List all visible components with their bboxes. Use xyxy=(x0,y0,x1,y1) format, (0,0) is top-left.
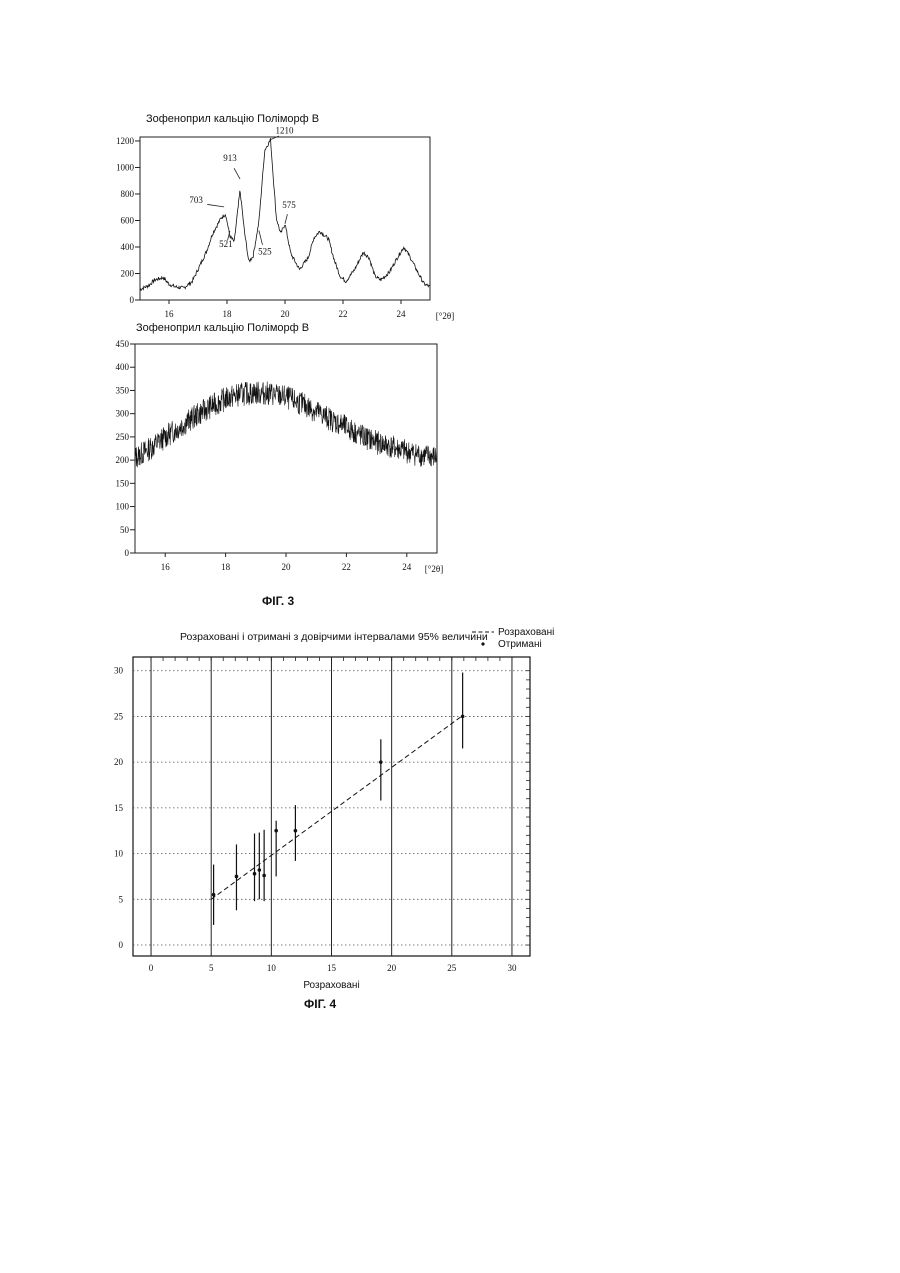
y-tick-label: 300 xyxy=(116,409,130,419)
y-tick-label: 100 xyxy=(116,502,130,512)
diffraction-trace xyxy=(140,138,430,290)
x-tick-label: 10 xyxy=(267,963,277,973)
y-tick-label: 150 xyxy=(116,478,130,488)
x-tick-label: 20 xyxy=(387,963,397,973)
x-tick-label: 16 xyxy=(165,309,175,319)
x-tick-label: 5 xyxy=(209,963,214,973)
xrd-chart-upper: 0 200 400 600 800 1000 1200 16 18 20 22 24 [°2θ] 913 1… xyxy=(100,125,460,330)
x-axis-label: [°2θ] xyxy=(436,311,454,321)
x-tick-label: 0 xyxy=(149,963,154,973)
x-tick-label: 20 xyxy=(281,309,291,319)
y-tick-label: 800 xyxy=(121,189,135,199)
y-tick-label: 400 xyxy=(121,242,135,252)
y-tick-label: 350 xyxy=(116,385,130,395)
x-axis-label: [°2θ] xyxy=(425,564,443,574)
y-tick-label: 0 xyxy=(119,940,124,950)
y-tick-label: 30 xyxy=(114,666,124,676)
x-tick-label: 18 xyxy=(223,309,233,319)
peak-leader xyxy=(207,204,224,206)
peak-label: 575 xyxy=(282,200,296,210)
y-tick-label: 0 xyxy=(125,548,130,558)
x-axis-label: Розраховані xyxy=(303,980,359,991)
y-tick-label: 200 xyxy=(121,268,135,278)
observed-point xyxy=(294,829,298,833)
observed-point xyxy=(274,829,278,833)
x-tick-label: 24 xyxy=(397,309,407,319)
observed-point xyxy=(212,893,216,897)
calculated-line xyxy=(211,716,461,899)
y-tick-label: 10 xyxy=(114,849,124,859)
legend-observed-label: Отримані xyxy=(498,639,542,650)
peak-label: 1210 xyxy=(276,126,295,136)
y-tick-label: 400 xyxy=(116,362,130,372)
x-tick-label: 15 xyxy=(327,963,337,973)
x-tick-label: 24 xyxy=(402,562,412,572)
observed-point xyxy=(379,760,383,764)
y-tick-label: 1200 xyxy=(116,136,135,146)
x-tick-label: 22 xyxy=(339,309,348,319)
y-tick-label: 450 xyxy=(116,339,130,349)
y-tick-label: 1000 xyxy=(116,162,135,172)
peak-leader xyxy=(259,230,263,244)
y-tick-label: 600 xyxy=(121,215,135,225)
legend-observed-swatch xyxy=(481,642,484,645)
x-tick-label: 20 xyxy=(282,562,292,572)
y-tick-label: 250 xyxy=(116,432,130,442)
peak-label: 525 xyxy=(258,246,272,256)
y-tick-label: 5 xyxy=(119,894,124,904)
chart1-title: Зофеноприл кальцію Поліморф В xyxy=(146,113,319,125)
x-tick-label: 22 xyxy=(342,562,351,572)
y-tick-label: 50 xyxy=(120,525,130,535)
x-tick-label: 18 xyxy=(221,562,231,572)
peak-leader xyxy=(285,214,287,224)
legend-calculated-label: Розраховані xyxy=(498,627,554,638)
x-tick-label: 16 xyxy=(161,562,171,572)
figure-4-caption: ФІГ. 4 xyxy=(304,997,336,1011)
peak-label: 703 xyxy=(189,195,203,205)
peak-label: 913 xyxy=(223,153,237,163)
observed-point xyxy=(258,868,262,872)
y-tick-label: 20 xyxy=(114,757,124,767)
x-tick-label: 25 xyxy=(447,963,457,973)
observed-point xyxy=(461,715,465,719)
diffraction-trace xyxy=(135,382,437,468)
y-tick-label: 200 xyxy=(116,455,130,465)
figure-3-caption: ФІГ. 3 xyxy=(262,594,294,608)
y-tick-label: 25 xyxy=(114,711,124,721)
observed-point xyxy=(235,875,239,879)
xrd-chart-lower: 0 50 100 150 200 250 300 350 400 450 16 18 20 22 24 [°2… xyxy=(100,330,460,585)
y-tick-label: 15 xyxy=(114,803,124,813)
observed-point xyxy=(262,874,266,878)
observed-point xyxy=(253,872,257,876)
peak-leader xyxy=(234,168,240,179)
y-tick-label: 0 xyxy=(130,295,135,305)
calculated-vs-observed-chart: 0 5 10 15 20 25 30 0 5 10 15 20 25 30 Розраховані Розра… xyxy=(100,622,570,992)
x-tick-label: 30 xyxy=(507,963,517,973)
peak-label: 521 xyxy=(219,239,233,249)
